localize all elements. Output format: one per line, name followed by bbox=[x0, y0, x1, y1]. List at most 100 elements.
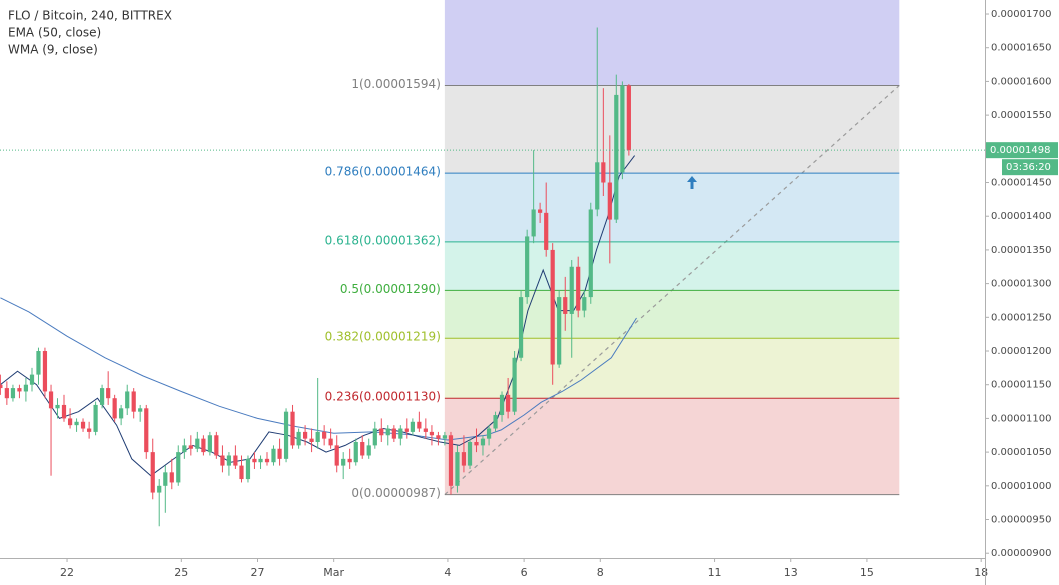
candle-body bbox=[29, 374, 35, 385]
x-tick-label: Mar bbox=[323, 566, 344, 579]
y-tick-label: 0.00001650 bbox=[991, 43, 1051, 54]
candle-body bbox=[506, 394, 511, 412]
candle-body bbox=[347, 458, 352, 463]
x-tick-label: 4 bbox=[444, 566, 451, 579]
candle-body bbox=[302, 431, 308, 439]
candle-body bbox=[563, 297, 568, 314]
candle-body bbox=[322, 431, 327, 439]
candle-body bbox=[182, 445, 187, 453]
candle-body bbox=[220, 455, 225, 466]
indicator-name: WMA (9, close) bbox=[8, 43, 98, 57]
fib-level-label: 1(0.00001594) bbox=[351, 77, 441, 91]
candle-body bbox=[595, 162, 600, 210]
y-tick-label: 0.00001250 bbox=[991, 312, 1051, 323]
candle-body bbox=[207, 435, 212, 453]
candle-body bbox=[467, 442, 473, 466]
candle-body bbox=[429, 431, 435, 436]
candle-body bbox=[125, 391, 130, 409]
y-tick-label: 0.00000950 bbox=[991, 515, 1051, 526]
candle-body bbox=[48, 391, 54, 409]
candle-body bbox=[99, 388, 105, 405]
candle-body bbox=[245, 458, 251, 480]
candle-body bbox=[486, 428, 492, 439]
candle-body bbox=[93, 404, 98, 432]
x-tick-label: 22 bbox=[60, 566, 74, 579]
fib-level-label: 0.786(0.00001464) bbox=[325, 165, 441, 179]
candle-body bbox=[80, 421, 86, 429]
candle-body bbox=[61, 404, 67, 419]
last-price-box bbox=[986, 142, 1058, 159]
candle-body bbox=[252, 458, 257, 463]
x-tick-label: 18 bbox=[974, 566, 988, 579]
candle-body bbox=[239, 465, 244, 480]
candle-body bbox=[372, 428, 377, 446]
x-tick-label: 11 bbox=[708, 566, 722, 579]
candle-body bbox=[341, 458, 346, 466]
candle-body bbox=[455, 452, 460, 486]
candle-body bbox=[391, 428, 396, 439]
y-tick-label: 0.00001350 bbox=[991, 245, 1051, 256]
candle-body bbox=[410, 421, 415, 432]
candle-body bbox=[188, 445, 193, 449]
candle-body bbox=[436, 435, 441, 439]
candle-body bbox=[271, 448, 276, 463]
candle-body bbox=[417, 421, 422, 429]
candle-body bbox=[42, 351, 48, 392]
x-tick-label: 13 bbox=[784, 566, 798, 579]
candle-body bbox=[10, 388, 16, 399]
candle-body bbox=[512, 357, 517, 412]
chart-title: FLO / Bitcoin, 240, BITTREX bbox=[8, 9, 172, 23]
candle-body bbox=[582, 297, 587, 311]
candle-body bbox=[138, 408, 143, 412]
candle-body bbox=[258, 458, 263, 463]
candle-body bbox=[87, 428, 92, 432]
candle-body bbox=[4, 388, 9, 399]
candle-body bbox=[474, 442, 479, 446]
y-tick-label: 0.00001400 bbox=[991, 211, 1051, 222]
candle-body bbox=[290, 411, 295, 446]
indicator-name: EMA (50, close) bbox=[8, 26, 101, 40]
candle-body bbox=[442, 435, 447, 439]
candle-body bbox=[0, 384, 3, 389]
candle-body bbox=[157, 485, 162, 493]
y-tick-label: 0.00001100 bbox=[991, 413, 1051, 424]
candle-body bbox=[176, 452, 181, 483]
candle-body bbox=[379, 428, 384, 436]
candle-body bbox=[214, 435, 219, 456]
candle-body bbox=[277, 448, 282, 459]
candle-body bbox=[74, 421, 79, 426]
x-tick-label: 27 bbox=[250, 566, 264, 579]
candle-body bbox=[201, 438, 206, 453]
candle-body bbox=[544, 212, 549, 250]
y-tick-label: 0.00001050 bbox=[991, 447, 1051, 458]
candle-body bbox=[112, 398, 117, 419]
candle-body bbox=[334, 445, 339, 466]
candle-body bbox=[106, 388, 111, 399]
candle-body bbox=[461, 452, 467, 466]
candle-body bbox=[150, 452, 155, 493]
candle-body bbox=[309, 438, 314, 443]
candle-body bbox=[588, 209, 593, 298]
x-tick-label: 8 bbox=[597, 566, 604, 579]
candle-body bbox=[404, 428, 409, 432]
candle-body bbox=[360, 442, 365, 456]
fib-zone bbox=[444, 85, 900, 174]
candle-body bbox=[423, 428, 428, 432]
fib-zone bbox=[444, 398, 900, 495]
candle-body bbox=[557, 297, 562, 365]
candle-body bbox=[499, 394, 505, 416]
candle-body bbox=[163, 472, 168, 486]
fib-level-label: 0.236(0.00001130) bbox=[325, 390, 441, 404]
candle-body bbox=[144, 408, 149, 453]
candle-body bbox=[518, 297, 524, 358]
candle-body bbox=[398, 428, 403, 439]
candle-body bbox=[620, 85, 625, 173]
candle-body bbox=[480, 438, 486, 446]
y-tick-label: 0.00001300 bbox=[991, 279, 1051, 290]
candle-body bbox=[607, 182, 612, 220]
y-tick-label: 0.00001450 bbox=[991, 178, 1051, 189]
candle-body bbox=[576, 266, 581, 311]
candle-body bbox=[569, 266, 574, 314]
candle-body bbox=[614, 94, 619, 220]
